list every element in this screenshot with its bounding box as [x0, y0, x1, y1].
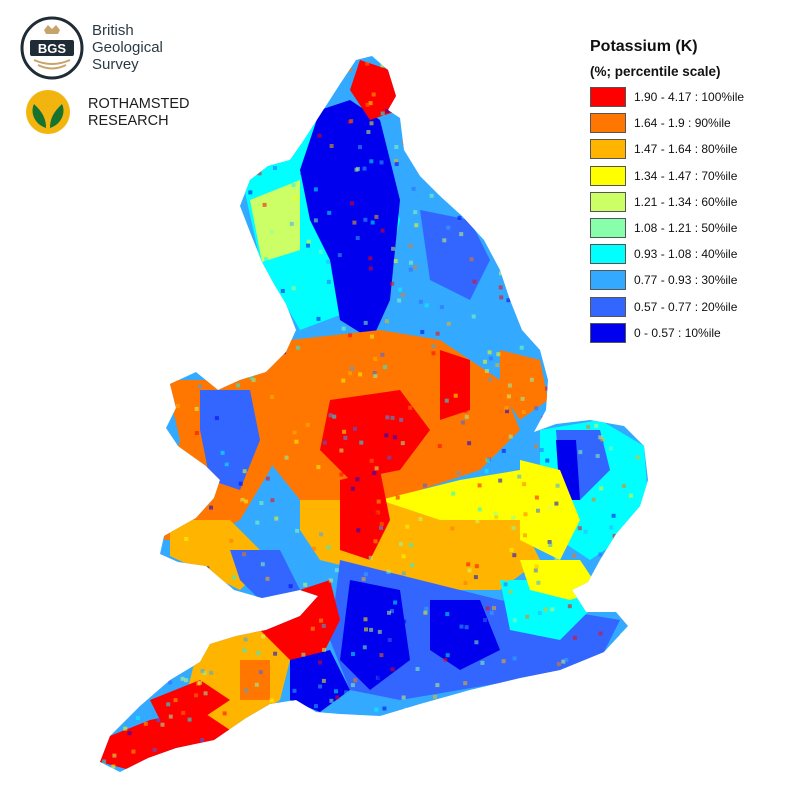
legend-swatch [590, 296, 626, 317]
legend-swatch [590, 270, 626, 291]
legend-swatch [590, 113, 626, 134]
legend-swatch [590, 244, 626, 265]
legend-label: 1.64 - 1.9 : 90%ile [634, 116, 731, 131]
legend-swatch [590, 87, 626, 107]
legend-swatch [590, 322, 626, 343]
bgs-name-line-1: British [92, 22, 134, 39]
legend-swatch [590, 191, 626, 212]
legend-label: 0.93 - 1.08 : 40%ile [634, 247, 738, 262]
legend-swatch [590, 165, 626, 186]
legend-item: 1.08 - 1.21 : 50%ile [588, 216, 788, 242]
rothamsted-name-line-1: ROTHAMSTED [88, 96, 190, 112]
legend-label: 1.90 - 4.17 : 100%ile [634, 90, 745, 104]
legend-item: 1.47 - 1.64 : 80%ile [588, 137, 788, 163]
legend-title: Potassium (K) [590, 38, 698, 55]
rothamsted-name: ROTHAMSTED RESEARCH [88, 96, 190, 130]
legend-item: 1.64 - 1.9 : 90%ile [588, 111, 788, 137]
legend-label: 1.08 - 1.21 : 50%ile [634, 220, 738, 235]
bgs-seal-icon: BGS [20, 16, 84, 80]
legend-label: 0.57 - 0.77 : 20%ile [634, 299, 738, 314]
legend-label: 0 - 0.57 : 10%ile [634, 325, 721, 340]
legend: Potassium (K) (%; percentile scale) 1.90… [588, 38, 788, 347]
bgs-logo: BGS British Geological Survey [20, 16, 220, 82]
legend-label: 1.21 - 1.34 : 60%ile [634, 194, 738, 209]
legend-items: 1.90 - 4.17 : 100%ile 1.64 - 1.9 : 90%ile… [588, 85, 788, 347]
rothamsted-logo: ROTHAMSTED RESEARCH [24, 88, 224, 140]
legend-item: 0.57 - 0.77 : 20%ile [588, 295, 788, 321]
legend-item: 0.77 - 0.93 : 30%ile [588, 268, 788, 294]
bgs-name-line-3: Survey [92, 56, 139, 73]
rothamsted-leaf-icon [26, 90, 70, 134]
bgs-seal-text: BGS [38, 41, 67, 56]
legend-item: 1.90 - 4.17 : 100%ile [588, 85, 788, 111]
bgs-name: British Geological Survey [92, 22, 163, 73]
legend-item: 1.21 - 1.34 : 60%ile [588, 190, 788, 216]
legend-label: 1.34 - 1.47 : 70%ile [634, 168, 738, 183]
legend-item: 0 - 0.57 : 10%ile [588, 321, 788, 347]
legend-item: 1.34 - 1.47 : 70%ile [588, 164, 788, 190]
legend-item: 0.93 - 1.08 : 40%ile [588, 242, 788, 268]
legend-label: 0.77 - 0.93 : 30%ile [634, 273, 738, 288]
legend-label: 1.47 - 1.64 : 80%ile [634, 142, 738, 157]
legend-swatch [590, 139, 626, 160]
legend-swatch [590, 217, 626, 238]
rothamsted-name-line-2: RESEARCH [88, 113, 169, 129]
legend-subtitle: (%; percentile scale) [590, 64, 721, 79]
bgs-name-line-2: Geological [92, 39, 163, 56]
